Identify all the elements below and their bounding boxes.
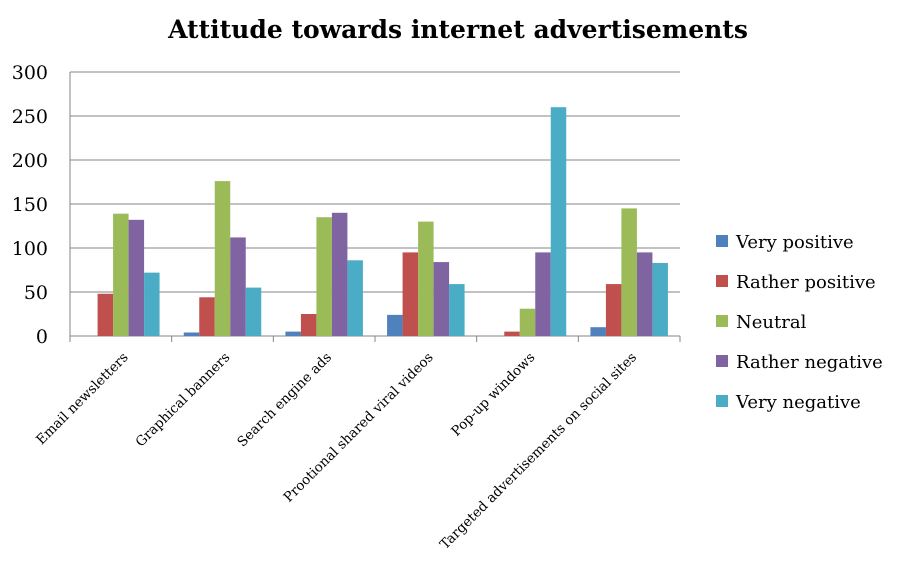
- y-tick-label: 150: [12, 194, 48, 216]
- bar: [605, 284, 622, 336]
- bar: [590, 327, 606, 336]
- bar: [387, 314, 403, 336]
- legend-label: Neutral: [736, 312, 807, 333]
- x-tick-label: Search engine ads: [234, 349, 335, 450]
- chart-title: Attitude towards internet advertisements: [167, 15, 748, 44]
- x-tick-labels: Email newsletters Graphical banners Search…: [33, 349, 640, 552]
- bar: [183, 332, 200, 336]
- legend-swatch: [716, 275, 728, 287]
- legend: Very positive Rather positive Neutral Rathe…: [716, 232, 883, 413]
- bar: [402, 252, 419, 336]
- x-tick-label: Targeted advertisements on social sites: [437, 349, 640, 552]
- legend-swatch: [716, 235, 728, 247]
- gridlines: [70, 71, 680, 293]
- legend-label: Rather positive: [736, 272, 876, 293]
- legend-swatch: [716, 355, 728, 367]
- bar: [519, 308, 536, 336]
- bar: [331, 212, 348, 336]
- bar: [300, 314, 317, 336]
- bar: [214, 181, 231, 336]
- x-tick-label: Pop-up windows: [448, 349, 538, 439]
- legend-label: Very negative: [735, 392, 861, 413]
- y-tick-label: 100: [12, 238, 48, 260]
- bar: [652, 262, 668, 336]
- bar: [449, 284, 465, 336]
- bar: [128, 219, 145, 336]
- bar: [621, 208, 637, 336]
- legend-swatch: [716, 315, 728, 327]
- bar: [433, 262, 450, 336]
- bar: [636, 252, 653, 336]
- bar: [504, 331, 520, 336]
- bar: [113, 213, 129, 336]
- bar: [144, 272, 160, 336]
- bar: [316, 217, 332, 336]
- bar: [245, 287, 262, 336]
- x-tick-label: Email newsletters: [33, 349, 132, 448]
- axes: [69, 72, 681, 342]
- bar: [418, 221, 434, 336]
- bar: [97, 293, 114, 336]
- y-tick-label: 300: [12, 62, 48, 84]
- bar: [347, 260, 363, 336]
- y-tick-label: 250: [12, 106, 48, 128]
- y-tick-label: 200: [12, 150, 48, 172]
- x-tick-label: Graphical banners: [132, 349, 233, 450]
- bar: [285, 331, 301, 336]
- legend-label: Rather negative: [736, 352, 883, 373]
- bar: [550, 107, 567, 336]
- legend-label: Very positive: [735, 232, 854, 253]
- bars: [97, 107, 668, 336]
- legend-swatch: [716, 395, 728, 407]
- bar: [535, 252, 551, 336]
- bar: [230, 237, 246, 336]
- y-tick-label: 0: [36, 326, 48, 348]
- y-tick-labels: 0 50 100 150 200 250 300: [12, 62, 48, 348]
- y-tick-label: 50: [24, 282, 48, 304]
- bar: [199, 297, 215, 336]
